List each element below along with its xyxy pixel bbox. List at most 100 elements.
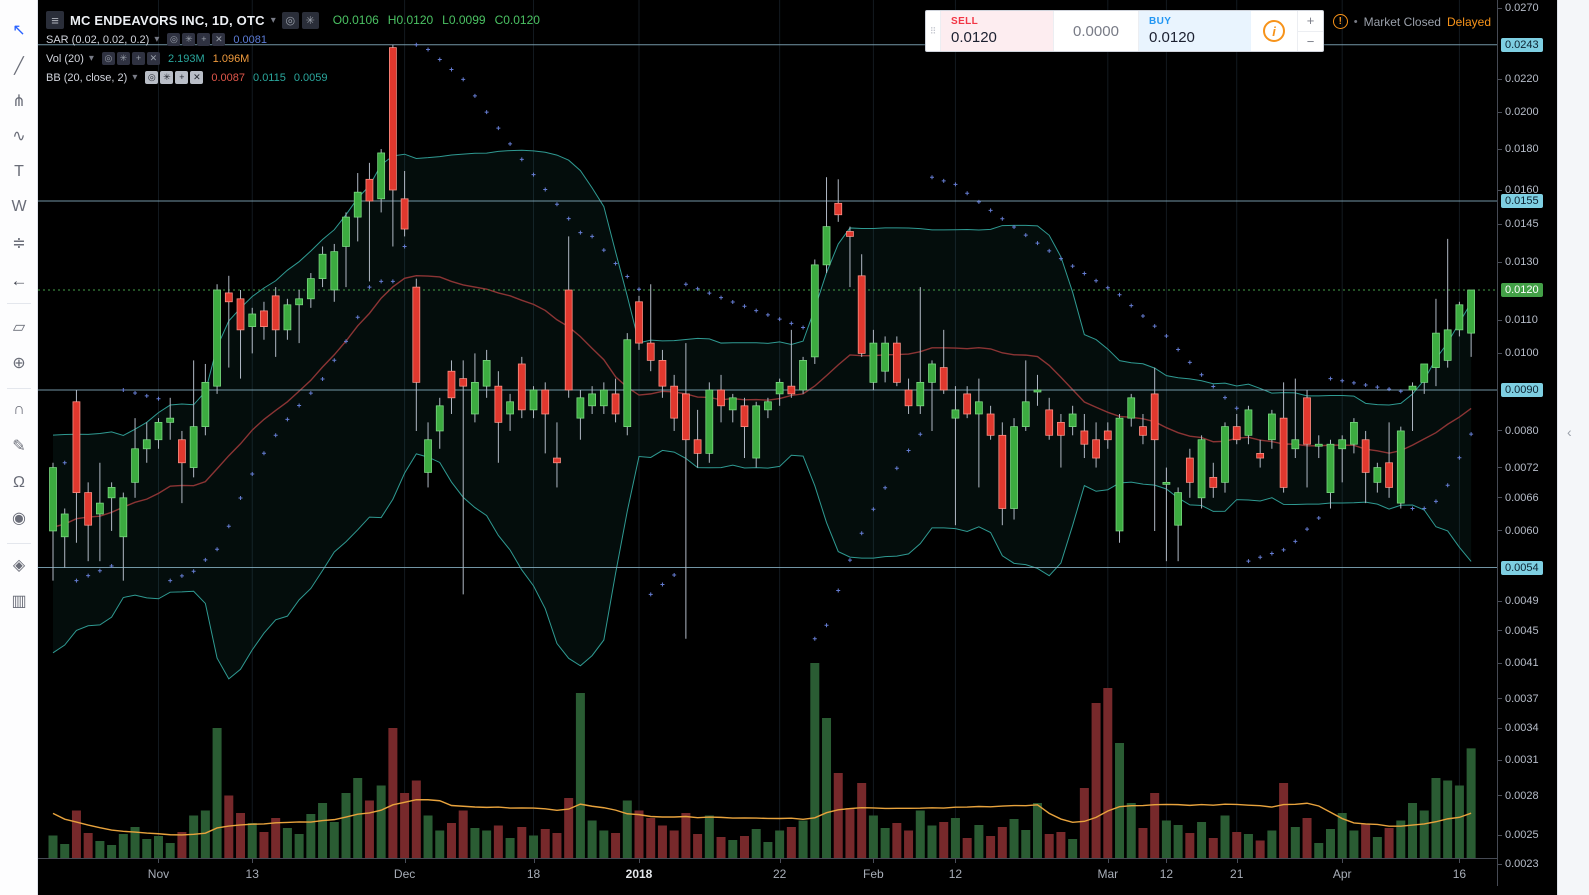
object-tree-tool[interactable]: ◈ [12,557,26,574]
close-icon[interactable]: ✕ [212,33,226,46]
decrease-button[interactable]: − [1306,33,1315,49]
magnet-tool[interactable]: ∩ [13,401,25,418]
compare-icon[interactable]: ◎ [281,11,299,29]
axis-tick [533,859,535,863]
forecast-tool[interactable]: ≑ [12,235,26,252]
text-tool[interactable]: T [14,163,24,180]
candle [682,343,690,639]
time-axis-label: 13 [245,867,259,881]
spread-value: 0.0000 [1053,11,1139,51]
candle [752,401,761,468]
volume-bar [189,815,199,858]
volume-bar [810,663,820,858]
price-axis-label: 0.0220 [1505,73,1539,86]
candle [717,374,725,423]
candle [224,275,233,368]
candle [822,177,831,274]
hide-drawings-tool[interactable]: ◉ [12,510,26,527]
volume-bar [1091,703,1101,858]
candle [1256,439,1265,468]
sell-button[interactable]: SELL 0.0120 [941,11,1053,51]
drag-handle-icon[interactable]: ⠿ [926,11,941,51]
add-icon[interactable]: + [197,33,211,46]
volume-bar [388,728,398,858]
settings-icon[interactable]: ✳ [301,11,319,29]
axis-tick [1498,111,1502,113]
add-icon[interactable]: + [175,71,189,84]
price-axis-row: 0.0025 [1498,828,1539,843]
price-axis-label: 0.0041 [1505,657,1539,670]
sar-dots [62,42,1474,641]
price-axis-row: 0.0270 [1498,1,1539,16]
xabcd-pattern-tool[interactable]: W [11,198,27,215]
volume-bar [493,825,503,858]
indicator-name[interactable]: Vol (20) [46,52,84,65]
remove-drawings-tool[interactable]: ▥ [11,593,27,610]
delayed-badge[interactable]: Delayed [1446,14,1491,29]
volume-bar [997,827,1007,858]
volume-bar [353,778,363,858]
warning-icon[interactable]: ! [1332,14,1348,29]
price-axis-row: 0.0160 [1498,183,1539,198]
visibility-icon[interactable]: ◎ [101,52,115,65]
volume-bar [318,803,328,858]
candle [928,360,936,431]
zoom-in-tool[interactable]: ⊕ [12,355,26,372]
price-axis-row: 0.0155 [1498,194,1543,209]
lock-drawings-tool[interactable]: Ω [13,474,25,491]
candle [529,386,538,419]
price-axis-row: 0.0060 [1498,523,1539,538]
sell-price: 0.0120 [951,29,997,46]
close-icon[interactable]: ✕ [190,71,204,84]
candle [1033,374,1042,406]
pitchfork-tool[interactable]: ⋔ [12,93,26,110]
price-axis[interactable]: 0.0270 0.0243 0.0220 0.0200 0.0180 0.0160 0.01… [1497,0,1557,886]
candle [435,397,444,449]
buy-button[interactable]: BUY 0.0120 [1139,11,1251,51]
close-icon[interactable]: ✕ [146,52,160,65]
candle [482,349,491,398]
drawing-mode-tool[interactable]: ✎ [12,438,26,455]
add-icon[interactable]: + [131,52,145,65]
gear-icon[interactable]: ✳ [182,33,196,46]
hide-panel-arrow-icon[interactable]: ← [10,271,28,290]
info-icon[interactable]: i [1263,20,1285,42]
indicator-name[interactable]: BB (20, close, 2) [46,71,128,84]
symbol-title[interactable]: MC ENDEAVORS INC, 1D, OTC [70,12,265,28]
indicator-name[interactable]: SAR (0.02, 0.02, 0.2) [46,33,150,46]
price-chart-canvas[interactable] [38,0,1497,858]
menu-icon[interactable]: ≡ [46,11,64,29]
trend-line-tool[interactable]: ╱ [14,58,24,75]
gear-icon[interactable]: ✳ [160,71,174,84]
volume-bar [739,836,749,858]
cursor-tool[interactable]: ↖ [12,22,26,39]
chevron-down-icon[interactable]: ▾ [88,53,94,64]
increase-button[interactable]: + [1298,11,1323,32]
volume-bar [552,833,562,858]
volume-bar [962,838,972,858]
time-axis[interactable]: Nov 13 Dec 18 2018 22 Feb 12 Mar 12 21 Apr 16 [38,858,1497,895]
candle [1279,382,1288,493]
candle [951,386,960,526]
candle [271,287,280,357]
indicator-actions: ◎ ✳ + ✕ [167,33,226,46]
expand-sidebar-icon[interactable]: ‹ [1567,424,1572,440]
price-axis-row: 0.0243 [1498,37,1543,52]
candle [1080,413,1089,459]
brush-tool[interactable]: ∿ [12,128,26,145]
chart-legend: ≡ MC ENDEAVORS INC, 1D, OTC ▾ ◎ ✳ O0.0106… [46,10,540,87]
axis-tick [1498,863,1502,865]
time-axis-label: 16 [1452,867,1467,881]
chevron-down-icon[interactable]: ▾ [132,72,138,83]
volume-bar [693,834,703,858]
chevron-down-icon[interactable]: ▾ [154,34,160,45]
visibility-icon[interactable]: ◎ [167,33,181,46]
gear-icon[interactable]: ✳ [116,52,130,65]
volume-bar [1056,832,1066,858]
price-axis-label: 0.0270 [1505,2,1539,15]
chevron-down-icon[interactable]: ▾ [270,14,276,26]
volume-bar [1279,783,1289,858]
visibility-icon[interactable]: ◎ [145,71,159,84]
ruler-tool[interactable]: ▱ [12,319,26,336]
